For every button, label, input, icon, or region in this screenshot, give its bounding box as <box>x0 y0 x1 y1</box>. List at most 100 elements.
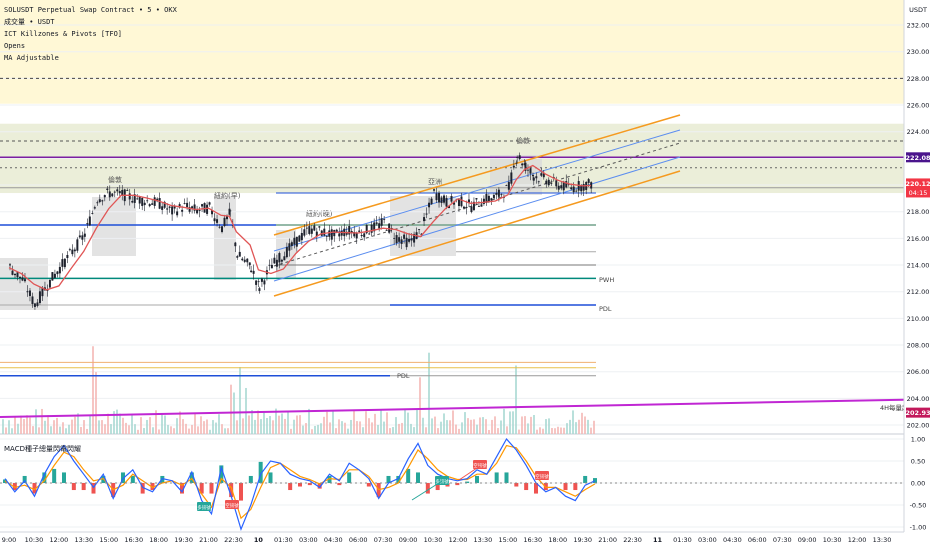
volume-bar <box>47 415 49 434</box>
macd-histogram-bar <box>494 472 499 483</box>
volume-bar <box>383 421 385 434</box>
candle-body <box>393 237 396 239</box>
volume-bar <box>413 427 415 434</box>
volume-bar <box>563 427 565 434</box>
candle-body <box>93 207 96 209</box>
signal-badge-text: 多訊號 <box>435 478 449 485</box>
volume-bar <box>347 428 349 434</box>
macd-histogram-bar <box>347 472 352 483</box>
macd-histogram-bar <box>455 483 460 486</box>
candle-body <box>507 181 510 190</box>
macd-histogram-bar <box>258 461 263 483</box>
killzones-indicator-label[interactable]: ICT Killzones & Pivots [TFO] <box>4 30 123 38</box>
candle-body <box>168 206 171 208</box>
time-tick-label: 07:30 <box>773 536 792 544</box>
volume-bar <box>356 421 358 434</box>
volume-bar <box>407 412 409 434</box>
macd-histogram-bar <box>42 472 47 483</box>
highlighted-level-tag: 222.08 <box>905 154 931 162</box>
volume-bar <box>584 416 586 434</box>
candle-body <box>373 222 376 232</box>
volume-bar <box>464 412 466 434</box>
candle-body <box>26 291 29 293</box>
price-axis-unit: USDT <box>909 6 927 14</box>
candle-body <box>368 233 371 235</box>
time-tick-label: 9:00 <box>2 536 17 544</box>
candle-body <box>138 196 141 204</box>
volume-bar <box>335 428 337 434</box>
volume-bar <box>551 428 553 434</box>
signal-badge <box>225 500 239 509</box>
volume-bar <box>77 413 79 434</box>
volume-bar <box>350 419 352 434</box>
volume-bar <box>266 418 268 434</box>
volume-indicator-label[interactable]: 成交量 • USDT <box>4 18 55 26</box>
candle-body <box>295 236 298 247</box>
volume-bar <box>32 426 34 434</box>
channel-mid <box>273 142 681 267</box>
price-tick-label: 202.00 <box>907 422 930 430</box>
volume-bar <box>578 419 580 434</box>
candle-body <box>348 226 351 235</box>
volume-bar <box>68 424 70 434</box>
macd-histogram-bar <box>239 483 243 501</box>
candle-body <box>206 204 209 214</box>
macd-histogram-bar <box>52 468 57 483</box>
candle-body <box>181 209 184 212</box>
volume-bar <box>83 420 85 434</box>
symbol-title[interactable]: SOLUSDT Perpetual Swap Contract • 5 • OK… <box>4 6 177 14</box>
volume-bar <box>362 427 364 434</box>
candle-body <box>542 173 545 178</box>
volume-bar <box>227 428 229 434</box>
ma-indicator-label[interactable]: MA Adjustable <box>4 54 59 62</box>
macd-histogram-bar <box>317 483 322 489</box>
volume-bar <box>296 415 298 434</box>
volume-bar <box>161 414 163 434</box>
macd-histogram-bar <box>396 475 401 483</box>
price-tick-label: 226.00 <box>907 102 930 110</box>
volume-bar <box>323 416 325 434</box>
candle-body <box>103 195 106 198</box>
candle-body <box>465 206 468 208</box>
candle-body <box>383 219 386 220</box>
candle-body <box>378 223 381 229</box>
macd-histogram-bar <box>121 472 125 483</box>
countdown-label: 04:15 <box>909 189 928 197</box>
macd-histogram-bar <box>140 483 145 494</box>
candle-body <box>223 217 226 227</box>
signal-badge <box>197 502 211 511</box>
volume-bar <box>110 424 112 434</box>
moving-average-line <box>8 164 592 291</box>
candle-body <box>358 230 361 232</box>
volume-bar <box>434 416 436 434</box>
macd-histogram-bar <box>248 475 253 483</box>
candle-body <box>380 218 383 226</box>
volume-bar <box>194 412 196 434</box>
time-tick-label: 18:00 <box>548 536 567 544</box>
candle-body <box>492 195 495 199</box>
volume-bar <box>140 417 142 434</box>
candle-body <box>146 200 149 202</box>
volume-bar <box>260 419 262 434</box>
volume-bar <box>182 419 184 434</box>
volume-bar <box>53 420 55 434</box>
volume-bar <box>263 412 265 434</box>
volume-bar <box>218 414 220 434</box>
candle-body <box>565 181 568 188</box>
time-tick-label: 22:30 <box>224 536 243 544</box>
volume-bar <box>29 417 31 434</box>
candle-body <box>428 202 431 208</box>
volume-bar <box>203 421 205 434</box>
volume-bar <box>386 412 388 434</box>
candle-body <box>275 259 278 267</box>
signal-badge-text: 空訊號 <box>473 462 487 469</box>
volume-bar <box>158 429 160 434</box>
opens-indicator-label[interactable]: Opens <box>4 42 26 50</box>
volume-bar <box>5 427 7 434</box>
candle-body <box>495 193 498 195</box>
volume-bar <box>236 420 238 434</box>
macd-histogram-bar <box>563 483 568 491</box>
candle-body <box>101 200 104 202</box>
